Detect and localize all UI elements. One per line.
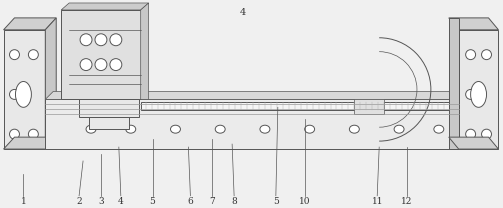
Bar bbox=[354, 99, 384, 114]
Ellipse shape bbox=[10, 89, 20, 99]
Text: 1: 1 bbox=[21, 197, 26, 206]
Bar bbox=[45, 99, 459, 149]
Ellipse shape bbox=[215, 125, 225, 133]
Text: 4: 4 bbox=[240, 8, 246, 17]
Polygon shape bbox=[449, 137, 498, 149]
Ellipse shape bbox=[86, 125, 96, 133]
Polygon shape bbox=[449, 18, 498, 30]
Text: 12: 12 bbox=[401, 197, 412, 206]
Text: 8: 8 bbox=[231, 197, 237, 206]
Polygon shape bbox=[141, 3, 149, 99]
Polygon shape bbox=[449, 18, 459, 149]
Bar bbox=[141, 102, 449, 110]
Ellipse shape bbox=[481, 50, 491, 60]
Ellipse shape bbox=[471, 82, 486, 107]
Polygon shape bbox=[45, 129, 467, 137]
Text: 7: 7 bbox=[209, 197, 215, 206]
Polygon shape bbox=[4, 137, 56, 149]
Ellipse shape bbox=[10, 50, 20, 60]
Polygon shape bbox=[4, 18, 56, 30]
Ellipse shape bbox=[80, 34, 92, 46]
Ellipse shape bbox=[481, 129, 491, 139]
Ellipse shape bbox=[126, 125, 136, 133]
Ellipse shape bbox=[28, 129, 38, 139]
Ellipse shape bbox=[466, 129, 476, 139]
Ellipse shape bbox=[80, 59, 92, 71]
Ellipse shape bbox=[110, 34, 122, 46]
Bar bbox=[79, 99, 139, 117]
Polygon shape bbox=[61, 3, 149, 10]
Ellipse shape bbox=[260, 125, 270, 133]
Ellipse shape bbox=[466, 89, 476, 99]
Ellipse shape bbox=[434, 125, 444, 133]
Text: 11: 11 bbox=[371, 197, 383, 206]
Text: 2: 2 bbox=[76, 197, 82, 206]
Ellipse shape bbox=[28, 50, 38, 60]
Text: 4: 4 bbox=[118, 197, 124, 206]
Bar bbox=[61, 10, 141, 99]
Ellipse shape bbox=[95, 34, 107, 46]
Ellipse shape bbox=[394, 125, 404, 133]
Ellipse shape bbox=[466, 50, 476, 60]
Text: 10: 10 bbox=[299, 197, 310, 206]
Bar bbox=[4, 30, 45, 149]
Ellipse shape bbox=[350, 125, 359, 133]
Polygon shape bbox=[45, 92, 467, 99]
Text: 6: 6 bbox=[188, 197, 193, 206]
Text: 5: 5 bbox=[273, 197, 279, 206]
Bar bbox=[89, 117, 129, 129]
Ellipse shape bbox=[110, 59, 122, 71]
Ellipse shape bbox=[10, 129, 20, 139]
Ellipse shape bbox=[16, 82, 31, 107]
Polygon shape bbox=[45, 18, 56, 149]
Ellipse shape bbox=[305, 125, 314, 133]
Text: 5: 5 bbox=[150, 197, 155, 206]
Ellipse shape bbox=[95, 59, 107, 71]
Text: 3: 3 bbox=[98, 197, 104, 206]
Ellipse shape bbox=[171, 125, 181, 133]
Bar bbox=[459, 30, 498, 149]
